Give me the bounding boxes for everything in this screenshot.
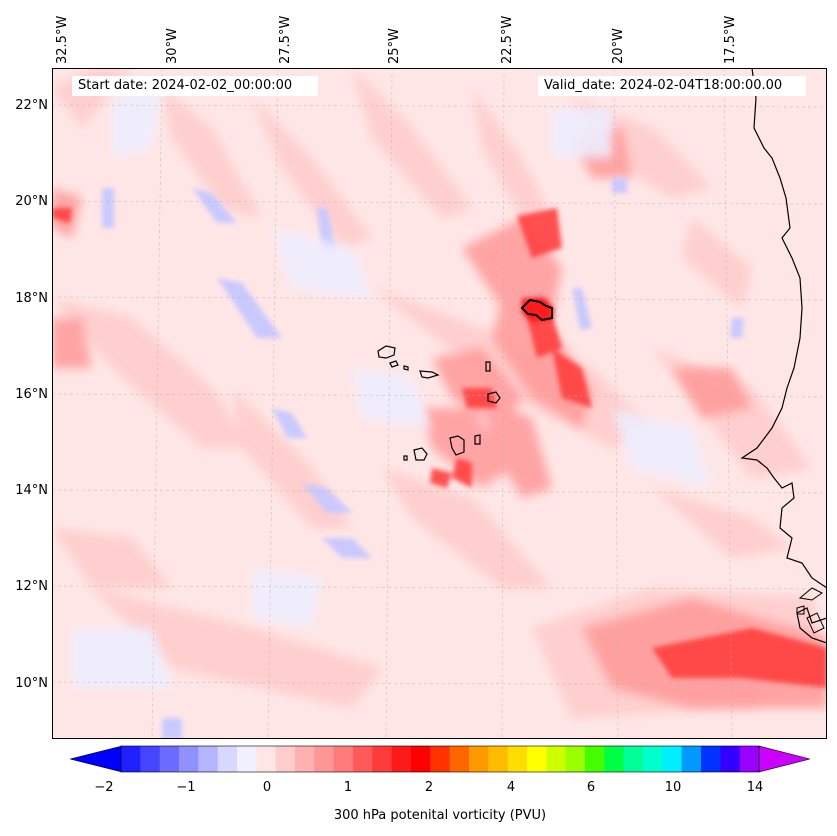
lat-label: 10°N bbox=[15, 676, 48, 691]
colorbar-segment bbox=[333, 746, 354, 772]
colorbar-segment bbox=[159, 746, 180, 772]
colorbar-segment bbox=[527, 746, 547, 772]
colorbar-segment bbox=[372, 746, 393, 772]
colorbar-tick-label: 1 bbox=[343, 780, 353, 795]
colorbar-extend-min bbox=[70, 745, 123, 773]
colorbar-segment bbox=[507, 746, 528, 772]
colorbar-segment bbox=[391, 746, 412, 772]
colorbar-segment bbox=[256, 746, 277, 772]
colorbar-segment bbox=[353, 746, 373, 772]
start-date-label: Start date: 2024-02-02_00:00:00 bbox=[72, 76, 318, 96]
map-frame bbox=[52, 68, 827, 739]
colorbar-segment bbox=[720, 746, 741, 772]
colorbar-segment bbox=[275, 746, 296, 772]
colorbar-tick-label: 2 bbox=[424, 780, 434, 795]
colorbar-tick-label: 14 bbox=[746, 780, 764, 795]
lon-label: 20°W bbox=[611, 28, 626, 64]
colorbar-segment bbox=[140, 746, 161, 772]
colorbar-tick-label: −2 bbox=[94, 780, 114, 795]
colorbar-segment bbox=[739, 746, 760, 772]
colorbar-segment bbox=[430, 746, 451, 772]
colorbar-segment bbox=[604, 746, 625, 772]
lat-label: 14°N bbox=[15, 483, 48, 498]
colorbar-segment bbox=[681, 746, 702, 772]
colorbar-tick-label: 4 bbox=[506, 780, 516, 795]
colorbar-segment bbox=[314, 746, 335, 772]
colorbar-segment bbox=[488, 746, 509, 772]
cape-verde-islands bbox=[377, 345, 501, 461]
colorbar-tick-label: −1 bbox=[176, 780, 196, 795]
colorbar-segment bbox=[469, 746, 489, 772]
lon-label: 17.5°W bbox=[723, 15, 738, 64]
colorbar-tick-label: 0 bbox=[262, 780, 272, 795]
colorbar-tick-label: 6 bbox=[586, 780, 596, 795]
colorbar-frame bbox=[120, 745, 760, 773]
valid-date-label: Valid_date: 2024-02-04T18:00:00.00 bbox=[538, 76, 806, 96]
lat-label: 22°N bbox=[15, 98, 48, 113]
colorbar-segment bbox=[701, 746, 721, 772]
map-plot bbox=[52, 68, 827, 739]
colorbar-segment bbox=[585, 746, 605, 772]
colorbar-segment bbox=[295, 746, 315, 772]
lon-label: 25°W bbox=[387, 28, 402, 64]
coastline-africa bbox=[740, 68, 827, 644]
colorbar-segment bbox=[565, 746, 586, 772]
colorbar-segment bbox=[546, 746, 567, 772]
colorbar-segment bbox=[662, 746, 683, 772]
lon-label: 30°W bbox=[165, 28, 180, 64]
lat-label: 12°N bbox=[15, 579, 48, 594]
colorbar-title: 300 hPa potenital vorticity (PVU) bbox=[333, 808, 547, 823]
pv-core-max bbox=[522, 298, 554, 322]
colorbar-segment bbox=[179, 746, 199, 772]
graticule bbox=[52, 68, 827, 739]
coastline-islands-coast bbox=[796, 587, 825, 634]
colorbar-segment bbox=[449, 746, 470, 772]
colorbar-tick-label: 10 bbox=[664, 780, 682, 795]
colorbar-segment bbox=[643, 746, 663, 772]
lon-label: 27.5°W bbox=[278, 15, 293, 64]
colorbar-segment bbox=[198, 746, 219, 772]
lat-label: 16°N bbox=[15, 387, 48, 402]
colorbar-segment bbox=[411, 746, 431, 772]
lat-label: 20°N bbox=[15, 194, 48, 209]
colorbar-segment bbox=[121, 746, 141, 772]
colorbar-segments bbox=[70, 745, 810, 773]
colorbar bbox=[70, 745, 810, 773]
lon-label: 22.5°W bbox=[500, 15, 515, 64]
colorbar-segment bbox=[237, 746, 257, 772]
pv-field-negative bbox=[102, 178, 744, 739]
colorbar-segment bbox=[217, 746, 238, 772]
colorbar-extend-max bbox=[758, 745, 810, 773]
lat-label: 18°N bbox=[15, 291, 48, 306]
colorbar-segment bbox=[623, 746, 644, 772]
pv-core-contour bbox=[520, 298, 553, 322]
lon-label: 32.5°W bbox=[55, 15, 70, 64]
